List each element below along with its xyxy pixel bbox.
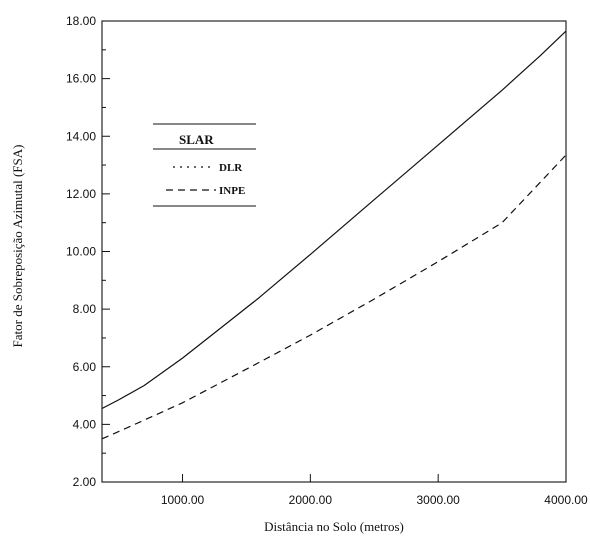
y-tick-label: 4.00 [73, 417, 97, 431]
y-tick-label: 6.00 [73, 360, 97, 374]
y-tick-label: 8.00 [73, 302, 97, 316]
y-tick-label: 10.00 [66, 245, 96, 259]
y-tick-label: 14.00 [66, 129, 96, 143]
y-axis: 2.00 4.00 6.00 8.00 10.00 12.00 14.00 16.00 18.0… [66, 14, 110, 489]
y-tick-label: 16.00 [66, 72, 96, 86]
x-axis-title: Distância no Solo (metros) [264, 519, 404, 534]
x-tick-label: 1000.00 [161, 493, 205, 507]
y-tick-label: 18.00 [66, 14, 96, 28]
legend-label-inpe: INPE [219, 185, 245, 197]
series-line-solid [101, 30, 567, 410]
x-tick-label: 2000.00 [289, 493, 333, 507]
series-lines [101, 30, 567, 440]
x-tick-label: 3000.00 [416, 493, 460, 507]
legend-label-dlr: DLR [219, 162, 243, 174]
y-tick-label: 2.00 [73, 475, 97, 489]
x-tick-label: 4000.00 [544, 493, 588, 507]
series-line-inpe [101, 154, 567, 440]
plot-frame [101, 20, 567, 483]
x-axis: 1000.00 2000.00 3000.00 4000.00 [161, 474, 588, 507]
y-axis-title: Fator de Sobreposição Azimutal (FSA) [10, 145, 25, 348]
legend-title: SLAR [179, 132, 214, 147]
legend: SLAR DLR INPE [153, 123, 256, 207]
y-tick-label: 12.00 [66, 187, 96, 201]
plot-border [101, 20, 567, 483]
